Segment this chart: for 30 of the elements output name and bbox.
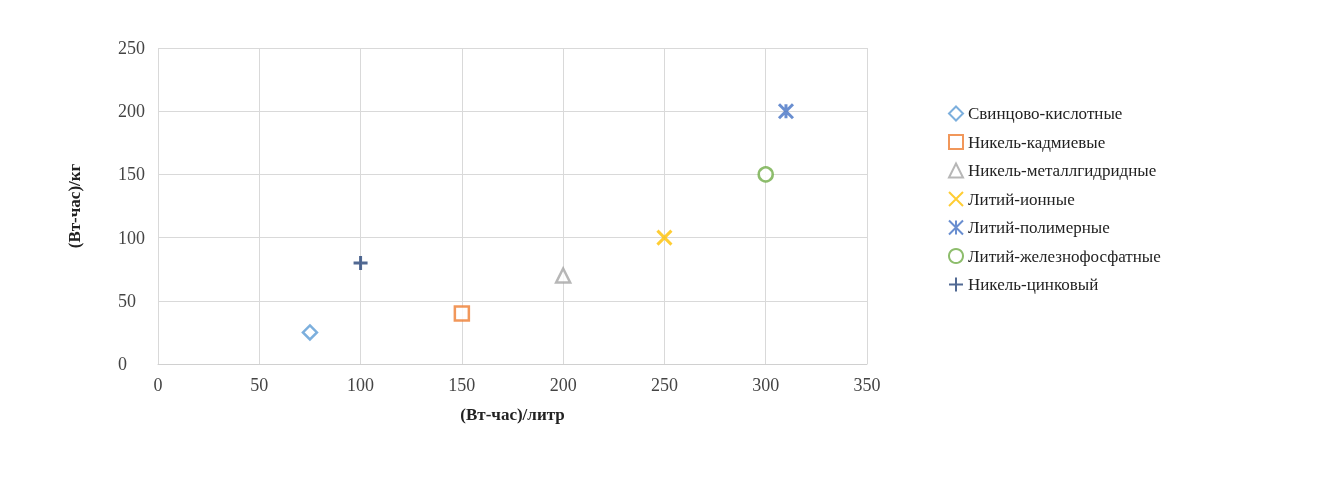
- x-tick-label: 50: [250, 375, 269, 395]
- x-tick-label: 100: [347, 375, 375, 395]
- y-tick-label: 200: [118, 101, 145, 122]
- y-tick-label: 100: [118, 227, 145, 248]
- x-tick-label: 200: [549, 375, 577, 395]
- point: [554, 267, 572, 284]
- legend-label: Никель-кадмиевые: [968, 132, 1106, 152]
- legend-label: Литий-железнофосфатные: [968, 246, 1161, 266]
- point: [352, 254, 370, 272]
- y-tick-label: 0: [118, 354, 127, 374]
- point: [757, 166, 774, 183]
- y-tick-label: 250: [118, 38, 145, 58]
- point: [301, 324, 319, 341]
- x-tick-label: 300: [752, 375, 780, 395]
- legend-label: Никель-цинковый: [968, 275, 1099, 294]
- x-tick-label: 150: [448, 375, 476, 395]
- y-axis-title: (Вт-час)/кг: [65, 163, 84, 249]
- point: [655, 229, 673, 247]
- legend-label: Никель-металлгидридные: [968, 161, 1157, 180]
- x-axis-title: (Вт-час)/литр: [460, 405, 565, 424]
- legend-label: Литий-ионные: [968, 189, 1075, 209]
- x-tick-label: 0: [153, 375, 163, 395]
- y-tick-label: 50: [118, 290, 136, 311]
- point: [453, 305, 471, 322]
- legend-label: Литий-полимерные: [968, 218, 1110, 237]
- legend-label: Свинцово-кислотные: [968, 104, 1123, 123]
- y-tick-label: 150: [118, 164, 145, 185]
- x-tick-label: 250: [650, 375, 678, 395]
- x-tick-label: 350: [853, 375, 881, 395]
- point: [777, 102, 795, 120]
